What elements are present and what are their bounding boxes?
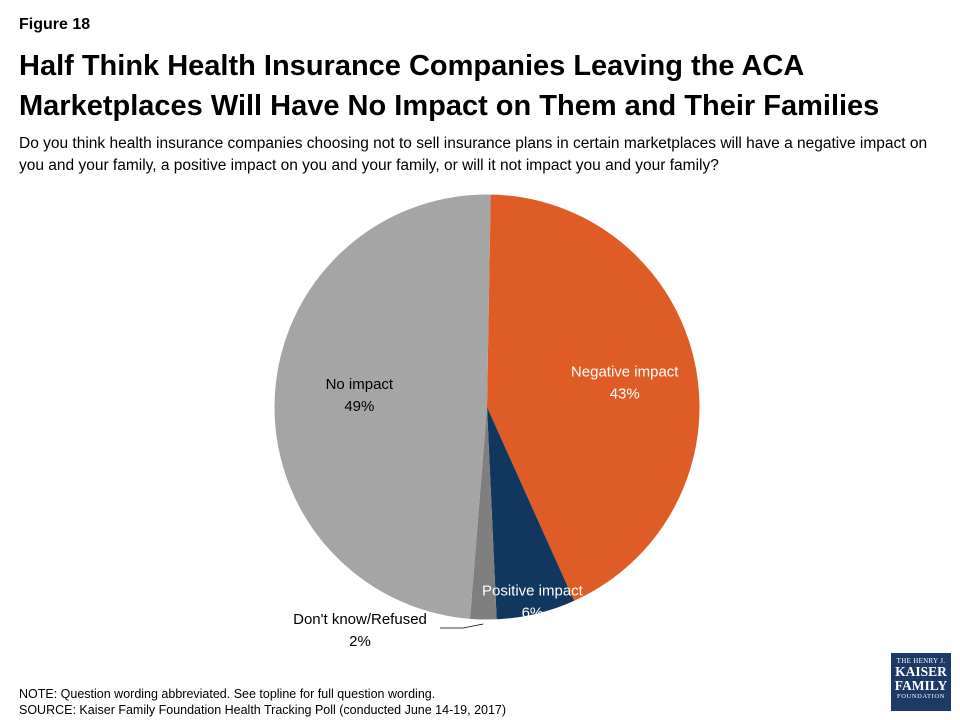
slice-value-don-t-know-refused: 2% [349,633,371,650]
slice-label-positive-impact: Positive impact [482,583,584,600]
slice-value-positive-impact: 6% [522,605,544,622]
slice-label-negative-impact: Negative impact [571,364,679,381]
logo-line-3: FAMILY [894,678,948,693]
chart-subtitle: Do you think health insurance companies … [19,135,928,174]
note-text: NOTE: Question wording abbreviated. See … [19,687,436,701]
figure-label: Figure 18 [19,16,91,33]
chart-title: Half Think Health Insurance Companies Le… [19,50,880,122]
slice-value-no-impact: 49% [344,398,374,415]
slice-label-no-impact: No impact [326,376,394,393]
logo-line-2: KAISER [895,664,947,679]
source-text: SOURCE: Kaiser Family Foundation Health … [19,703,507,717]
pie-slice-don-t-know-refused [469,407,497,620]
pie-slice-no-impact [273,194,491,620]
pie-slice-negative-impact [487,194,700,602]
logo-line-1: THE HENRY J. [896,657,946,665]
kff-logo: THE HENRY J. KAISER FAMILY FOUNDATION [891,653,951,711]
slice-value-negative-impact: 43% [610,386,640,403]
pie-slice-positive-impact [487,407,575,620]
slice-label-don-t-know-refused: Don't know/Refused [293,611,427,628]
pie-outline [273,193,701,621]
leader-line-don-t-know-refused [440,623,484,629]
logo-line-4: FOUNDATION [897,693,945,700]
